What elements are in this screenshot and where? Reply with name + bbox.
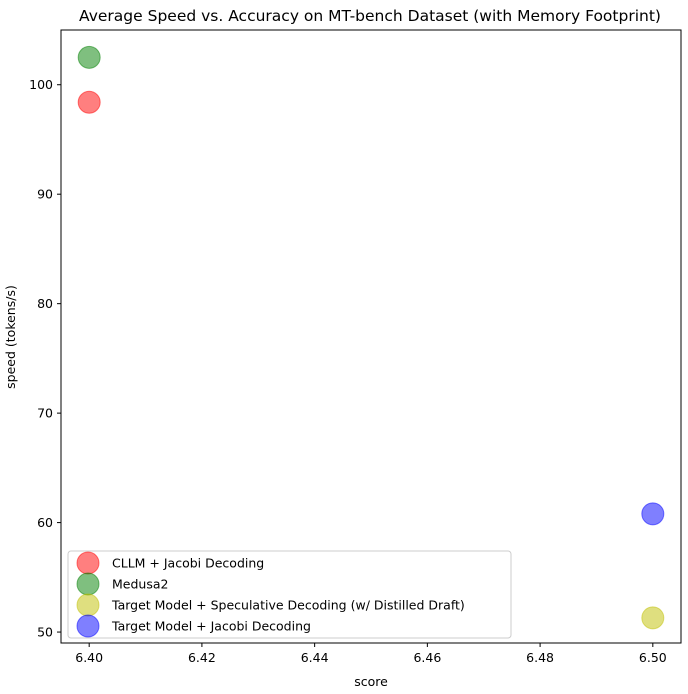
y-tick-label: 100 bbox=[29, 77, 53, 92]
legend-label: Target Model + Jacobi Decoding bbox=[111, 619, 311, 634]
x-axis-label: score bbox=[354, 674, 388, 689]
y-tick-label: 80 bbox=[37, 296, 53, 311]
x-tick-label: 6.48 bbox=[526, 650, 554, 665]
y-tick-label: 90 bbox=[37, 187, 53, 202]
data-point bbox=[641, 606, 665, 630]
legend-label: Medusa2 bbox=[112, 577, 168, 592]
y-tick-label: 50 bbox=[37, 625, 53, 640]
y-axis: 50 60 70 80 90 100 bbox=[29, 77, 61, 640]
x-tick-label: 6.46 bbox=[413, 650, 441, 665]
x-axis: 6.40 6.42 6.44 6.46 6.48 6.50 bbox=[75, 643, 667, 665]
x-tick-label: 6.40 bbox=[75, 650, 103, 665]
y-tick-label: 60 bbox=[37, 515, 53, 530]
data-point bbox=[77, 45, 101, 69]
y-tick-label: 70 bbox=[37, 406, 53, 421]
legend-marker bbox=[76, 551, 100, 575]
legend-label: Target Model + Speculative Decoding (w/ … bbox=[111, 598, 465, 613]
legend-box bbox=[67, 550, 512, 639]
x-tick-label: 6.50 bbox=[639, 650, 667, 665]
chart-title: Average Speed vs. Accuracy on MT-bench D… bbox=[79, 7, 661, 25]
x-tick-label: 6.42 bbox=[188, 650, 216, 665]
x-tick-label: 6.44 bbox=[301, 650, 329, 665]
plot-frame bbox=[60, 29, 682, 644]
y-axis-label: speed (tokens/s) bbox=[3, 285, 18, 389]
legend-marker bbox=[76, 593, 100, 617]
plot-area bbox=[77, 45, 665, 630]
data-point bbox=[641, 502, 665, 526]
legend: CLLM + Jacobi Decoding Medusa2 Target Mode… bbox=[67, 550, 512, 639]
data-point bbox=[77, 90, 101, 114]
legend-marker bbox=[76, 572, 100, 596]
legend-label: CLLM + Jacobi Decoding bbox=[112, 556, 264, 571]
legend-marker bbox=[76, 614, 100, 638]
